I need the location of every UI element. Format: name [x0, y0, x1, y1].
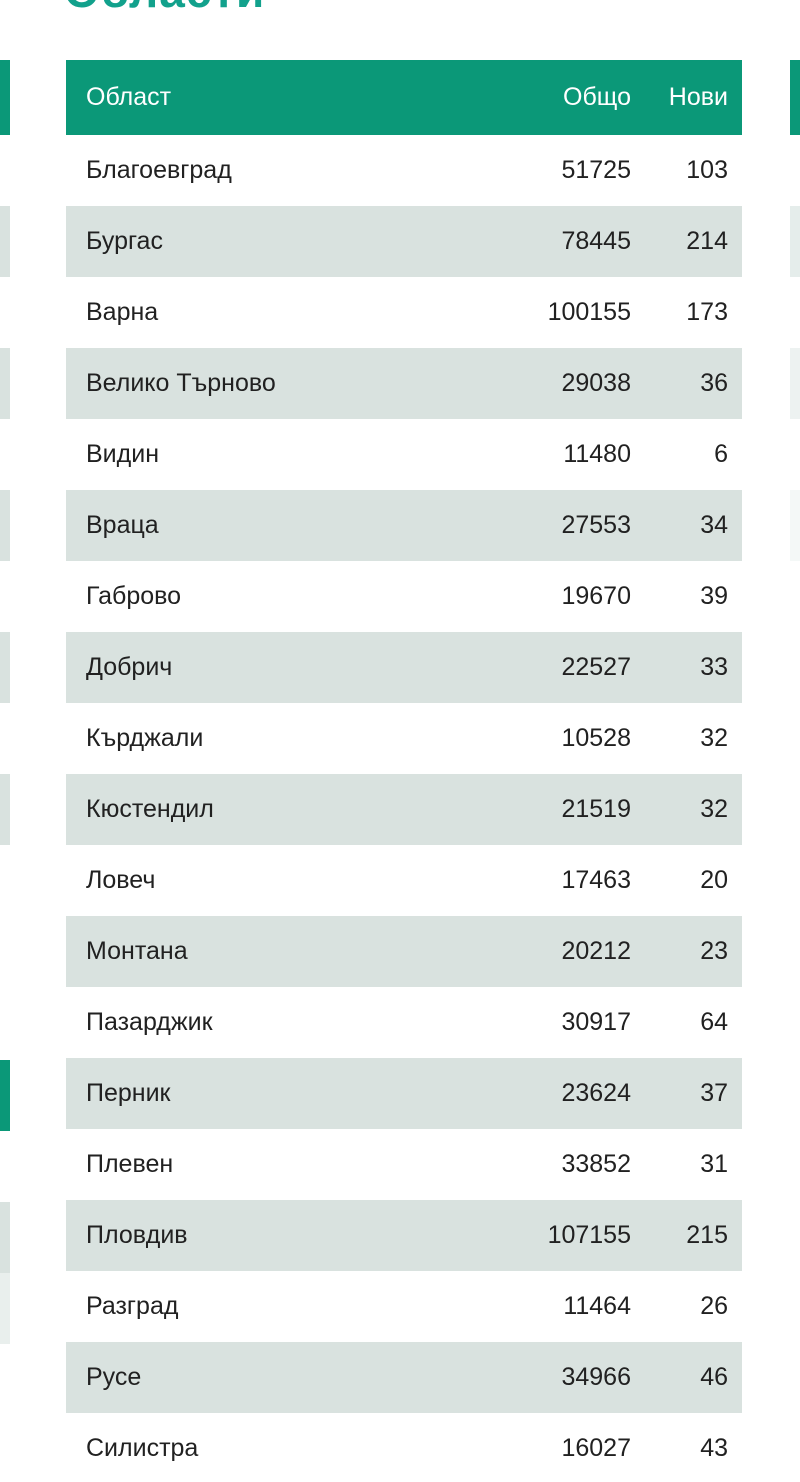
total-cell: 19670	[561, 582, 631, 610]
region-cell: Благоевград	[86, 156, 232, 184]
table-row[interactable]: Велико Търново 29038 36	[66, 348, 742, 419]
new-cell: 46	[700, 1363, 728, 1391]
new-cell: 20	[700, 866, 728, 894]
new-cell: 31	[700, 1150, 728, 1178]
table-row[interactable]: Кюстендил 21519 32	[66, 774, 742, 845]
table-row[interactable]: Пазарджик 30917 64	[66, 987, 742, 1058]
column-header-region[interactable]: Област	[86, 83, 172, 111]
new-cell: 6	[714, 440, 728, 468]
adjacent-right-header-fragment	[790, 60, 800, 135]
table-row[interactable]: Добрич 22527 33	[66, 632, 742, 703]
region-cell: Кърджали	[86, 724, 204, 752]
regions-table: Област Общо Нови Благоевград 51725 103 Бург…	[66, 60, 742, 1482]
region-cell: Велико Търново	[86, 369, 276, 397]
new-cell: 37	[700, 1079, 728, 1107]
table-row[interactable]: Разград 11464 26	[66, 1271, 742, 1342]
total-cell: 51725	[561, 156, 631, 184]
adjacent-left-row-fragment	[0, 348, 10, 419]
table-row[interactable]: Пловдив 107155 215	[66, 1200, 742, 1271]
table-row[interactable]: Плевен 33852 31	[66, 1129, 742, 1200]
total-cell: 100155	[547, 298, 631, 326]
adjacent-left-row-fragment	[0, 1273, 10, 1344]
adjacent-right-row-fragment	[790, 490, 800, 561]
new-cell: 26	[700, 1292, 728, 1320]
table-body: Благоевград 51725 103 Бургас 78445 214 Варна 10…	[66, 135, 742, 1482]
total-cell: 33852	[561, 1150, 631, 1178]
table-row[interactable]: Монтана 20212 23	[66, 916, 742, 987]
table-row[interactable]: Варна 100155 173	[66, 277, 742, 348]
table-header-row: Област Общо Нови	[66, 60, 742, 135]
total-cell: 34966	[561, 1363, 631, 1391]
table-row[interactable]: Русе 34966 46	[66, 1342, 742, 1413]
region-cell: Кюстендил	[86, 795, 214, 823]
table-row[interactable]: Силистра 16027 43	[66, 1413, 742, 1482]
adjacent-left-row-fragment	[0, 206, 10, 277]
region-cell: Пловдив	[86, 1221, 188, 1249]
total-cell: 17463	[561, 866, 631, 894]
region-cell: Видин	[86, 440, 159, 468]
adjacent-right-row-fragment	[790, 206, 800, 277]
adjacent-left-row-fragment	[0, 490, 10, 561]
new-cell: 215	[686, 1221, 728, 1249]
table-row[interactable]: Враца 27553 34	[66, 490, 742, 561]
total-cell: 29038	[561, 369, 631, 397]
adjacent-right-row-fragment	[790, 348, 800, 419]
total-cell: 27553	[561, 511, 631, 539]
table-row[interactable]: Перник 23624 37	[66, 1058, 742, 1129]
adjacent-left-header-fragment	[0, 60, 10, 135]
table-row[interactable]: Благоевград 51725 103	[66, 135, 742, 206]
table-row[interactable]: Ловеч 17463 20	[66, 845, 742, 916]
region-cell: Пазарджик	[86, 1008, 213, 1036]
new-cell: 32	[700, 724, 728, 752]
total-cell: 30917	[561, 1008, 631, 1036]
new-cell: 103	[686, 156, 728, 184]
new-cell: 36	[700, 369, 728, 397]
region-cell: Разград	[86, 1292, 179, 1320]
region-cell: Бургас	[86, 227, 163, 255]
total-cell: 11480	[563, 440, 631, 468]
region-cell: Монтана	[86, 937, 188, 965]
new-cell: 39	[700, 582, 728, 610]
total-cell: 21519	[561, 795, 631, 823]
region-cell: Ловеч	[86, 866, 156, 894]
new-cell: 43	[700, 1434, 728, 1462]
adjacent-left-row-fragment	[0, 1202, 10, 1273]
region-cell: Добрич	[86, 653, 173, 681]
total-cell: 16027	[561, 1434, 631, 1462]
table-row[interactable]: Видин 11480 6	[66, 419, 742, 490]
region-cell: Силистра	[86, 1434, 199, 1462]
region-cell: Габрово	[86, 582, 182, 610]
new-cell: 64	[700, 1008, 728, 1036]
column-header-new[interactable]: Нови	[668, 83, 728, 111]
total-cell: 23624	[561, 1079, 631, 1107]
adjacent-left-row-fragment	[0, 632, 10, 703]
total-cell: 78445	[561, 227, 631, 255]
page-title: Области	[64, 0, 265, 14]
region-cell: Перник	[86, 1079, 171, 1107]
region-cell: Варна	[86, 298, 159, 326]
region-cell: Враца	[86, 511, 159, 539]
adjacent-left-header-fragment	[0, 1060, 10, 1131]
adjacent-left-row-fragment	[0, 774, 10, 845]
new-cell: 173	[686, 298, 728, 326]
total-cell: 107155	[547, 1221, 631, 1249]
new-cell: 32	[700, 795, 728, 823]
region-cell: Плевен	[86, 1150, 174, 1178]
table-row[interactable]: Габрово 19670 39	[66, 561, 742, 632]
table-row[interactable]: Кърджали 10528 32	[66, 703, 742, 774]
column-header-total[interactable]: Общо	[563, 83, 631, 111]
total-cell: 22527	[561, 653, 631, 681]
region-cell: Русе	[86, 1363, 142, 1391]
new-cell: 214	[686, 227, 728, 255]
total-cell: 10528	[561, 724, 631, 752]
total-cell: 11464	[563, 1292, 631, 1320]
total-cell: 20212	[561, 937, 631, 965]
new-cell: 34	[700, 511, 728, 539]
new-cell: 23	[700, 937, 728, 965]
new-cell: 33	[700, 653, 728, 681]
table-row[interactable]: Бургас 78445 214	[66, 206, 742, 277]
